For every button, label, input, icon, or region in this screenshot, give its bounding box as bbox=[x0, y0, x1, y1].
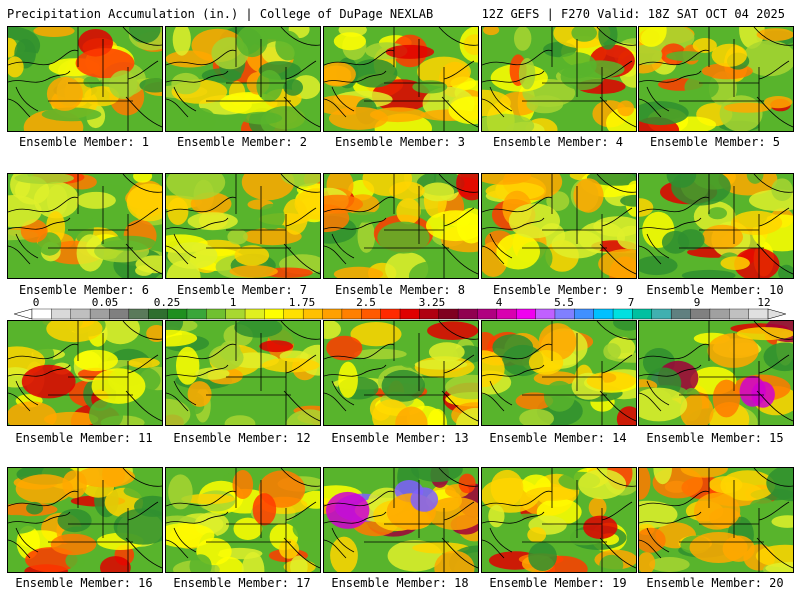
member-map-10 bbox=[638, 173, 794, 279]
member-map-20 bbox=[638, 467, 794, 573]
member-caption-8: Ensemble Member: 8 bbox=[334, 283, 466, 297]
colorbar-swatch bbox=[225, 308, 246, 320]
colorbar-swatch bbox=[31, 308, 52, 320]
colorbar-swatch bbox=[128, 308, 149, 320]
member-caption-15: Ensemble Member: 15 bbox=[646, 431, 784, 445]
member-caption-1: Ensemble Member: 1 bbox=[18, 135, 150, 149]
colorbar-swatch bbox=[89, 308, 110, 320]
member-map-12 bbox=[165, 320, 321, 426]
colorbar-swatch bbox=[477, 308, 498, 320]
member-map-19 bbox=[481, 467, 637, 573]
member-map-7 bbox=[165, 173, 321, 279]
colorbar-swatch bbox=[438, 308, 459, 320]
colorbar-swatch bbox=[670, 308, 692, 320]
member-caption-17: Ensemble Member: 17 bbox=[173, 576, 311, 590]
member-map-6 bbox=[7, 173, 163, 279]
colorbar-swatch bbox=[729, 308, 750, 320]
colorbar-swatch bbox=[651, 308, 672, 320]
colorbar-swatch bbox=[496, 308, 517, 320]
member-map-11 bbox=[7, 320, 163, 426]
colorbar-tick-label: 9 bbox=[693, 296, 701, 309]
member-caption-6: Ensemble Member: 6 bbox=[18, 283, 150, 297]
colorbar-tick-label: 3.25 bbox=[418, 296, 446, 309]
colorbar-swatch bbox=[748, 308, 769, 320]
colorbar-swatch bbox=[322, 308, 343, 320]
colorbar-tick-label: 0 bbox=[32, 296, 40, 309]
member-map-15 bbox=[638, 320, 794, 426]
colorbar-swatch bbox=[554, 308, 575, 320]
member-map-4 bbox=[481, 26, 637, 132]
member-map-5 bbox=[638, 26, 794, 132]
member-map-9 bbox=[481, 173, 637, 279]
member-caption-7: Ensemble Member: 7 bbox=[176, 283, 308, 297]
colorbar-swatch bbox=[206, 308, 227, 320]
member-caption-2: Ensemble Member: 2 bbox=[176, 135, 308, 149]
member-caption-16: Ensemble Member: 16 bbox=[15, 576, 153, 590]
colorbar-tick-label: 0.25 bbox=[153, 296, 181, 309]
colorbar-swatch bbox=[457, 308, 478, 320]
colorbar-swatch bbox=[148, 308, 169, 320]
colorbar-swatch bbox=[593, 308, 614, 320]
member-caption-19: Ensemble Member: 19 bbox=[489, 576, 627, 590]
member-caption-18: Ensemble Member: 18 bbox=[331, 576, 469, 590]
colorbar-swatch bbox=[109, 308, 130, 320]
member-caption-9: Ensemble Member: 9 bbox=[492, 283, 624, 297]
member-map-16 bbox=[7, 467, 163, 573]
colorbar-swatch bbox=[380, 308, 401, 320]
colorbar-swatch bbox=[302, 308, 324, 320]
member-map-18 bbox=[323, 467, 479, 573]
member-caption-13: Ensemble Member: 13 bbox=[331, 431, 469, 445]
colorbar-tick-label: 5.5 bbox=[554, 296, 574, 309]
colorbar-swatch bbox=[419, 308, 440, 320]
member-map-3 bbox=[323, 26, 479, 132]
member-map-8 bbox=[323, 173, 479, 279]
model-run-valid-time: 12Z GEFS | F270 Valid: 18Z SAT OCT 04 20… bbox=[481, 7, 785, 21]
member-map-17 bbox=[165, 467, 321, 573]
member-map-14 bbox=[481, 320, 637, 426]
colorbar-swatch bbox=[690, 308, 711, 320]
colorbar-swatch bbox=[361, 308, 382, 320]
colorbar-swatch bbox=[283, 308, 304, 320]
colorbar-max-arrow bbox=[767, 308, 786, 320]
member-caption-5: Ensemble Member: 5 bbox=[649, 135, 781, 149]
colorbar-tick-label: 7 bbox=[627, 296, 635, 309]
colorbar-swatch bbox=[709, 308, 730, 320]
colorbar-swatch bbox=[51, 308, 72, 320]
colorbar-tick-label: 1 bbox=[229, 296, 237, 309]
colorbar-tick-label: 12 bbox=[757, 296, 771, 309]
member-caption-12: Ensemble Member: 12 bbox=[173, 431, 311, 445]
colorbar-swatch bbox=[399, 308, 420, 320]
member-caption-20: Ensemble Member: 20 bbox=[646, 576, 784, 590]
colorbar-min-arrow bbox=[14, 308, 33, 320]
colorbar-swatch bbox=[632, 308, 653, 320]
colorbar-swatch bbox=[167, 308, 188, 320]
colorbar-swatch bbox=[186, 308, 207, 320]
colorbar-tick-label: 0.05 bbox=[91, 296, 119, 309]
colorbar-swatch bbox=[574, 308, 595, 320]
colorbar-tick-label: 1.75 bbox=[288, 296, 316, 309]
figure-title: Precipitation Accumulation (in.) | Colle… bbox=[7, 7, 434, 21]
member-caption-3: Ensemble Member: 3 bbox=[334, 135, 466, 149]
precipitation-colorbar bbox=[14, 308, 786, 320]
member-map-13 bbox=[323, 320, 479, 426]
member-caption-14: Ensemble Member: 14 bbox=[489, 431, 627, 445]
member-map-1 bbox=[7, 26, 163, 132]
member-caption-11: Ensemble Member: 11 bbox=[15, 431, 153, 445]
colorbar-swatch bbox=[516, 308, 537, 320]
colorbar-swatch bbox=[70, 308, 91, 320]
member-map-2 bbox=[165, 26, 321, 132]
colorbar-swatch bbox=[244, 308, 265, 320]
colorbar-swatch bbox=[612, 308, 633, 320]
member-caption-4: Ensemble Member: 4 bbox=[492, 135, 624, 149]
colorbar-swatch bbox=[341, 308, 362, 320]
member-caption-10: Ensemble Member: 10 bbox=[646, 283, 784, 297]
colorbar-tick-label: 2.5 bbox=[356, 296, 376, 309]
colorbar-swatch bbox=[535, 308, 556, 320]
colorbar-swatch bbox=[264, 308, 285, 320]
colorbar-tick-label: 4 bbox=[495, 296, 503, 309]
